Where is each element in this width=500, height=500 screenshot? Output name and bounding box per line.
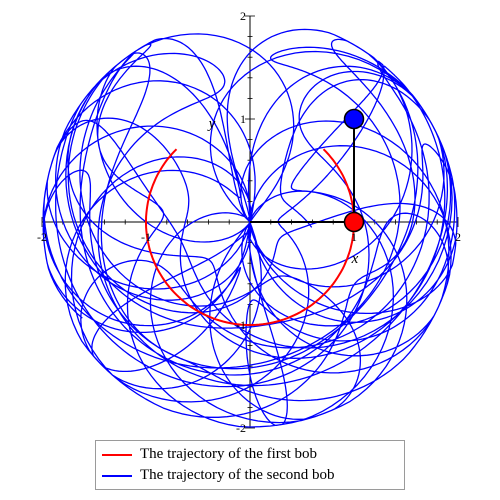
y-axis-label: y	[207, 116, 216, 132]
x-tick-label: 2	[455, 230, 461, 244]
legend-swatch-blue	[102, 474, 132, 477]
legend-label: The trajectory of the first bob	[140, 446, 318, 462]
first-bob	[343, 211, 365, 233]
tick-labels: -2 -1 1 2 2 1 -1 -2 y x	[37, 9, 461, 435]
x-tick-label: 1	[351, 230, 357, 244]
second-bob-trajectory	[42, 28, 458, 428]
second-bob-trajectory-layer	[42, 28, 458, 428]
x-tick-label: -1	[141, 230, 151, 244]
legend: The trajectory of the first bob The traj…	[95, 440, 405, 490]
x-axis-end-label: x	[351, 251, 359, 267]
legend-entry-second-bob: The trajectory of the second bob	[96, 465, 404, 486]
y-tick-label: 2	[240, 9, 246, 23]
legend-entry-first-bob: The trajectory of the first bob	[96, 444, 404, 465]
pendulum-layer	[250, 108, 365, 233]
second-bob	[343, 108, 365, 130]
y-tick-label: -1	[236, 318, 246, 332]
legend-swatch-red	[102, 453, 132, 456]
y-tick-label: -2	[236, 421, 246, 435]
legend-label: The trajectory of the second bob	[140, 467, 335, 483]
x-tick-label: -2	[37, 230, 47, 244]
y-tick-label: 1	[240, 112, 246, 126]
